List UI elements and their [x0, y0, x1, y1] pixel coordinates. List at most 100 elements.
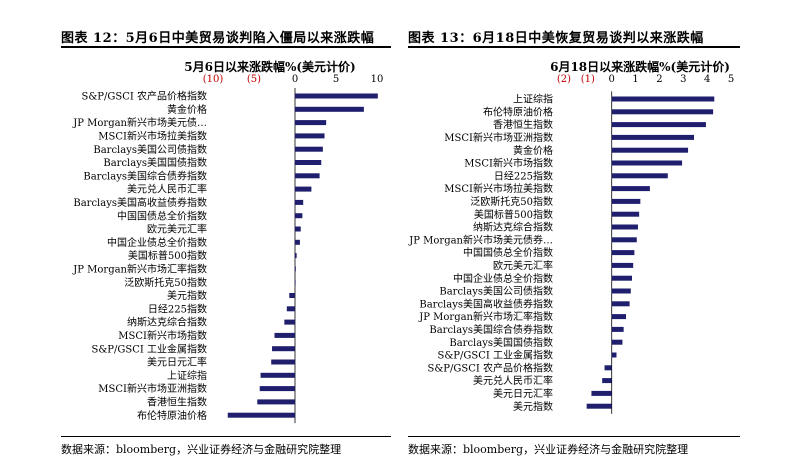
- c13-category-label: S&P/GSCI 工业金属指数: [438, 349, 553, 362]
- c12-category-label: 中国企业债总全价指数: [107, 236, 207, 249]
- c13-tick-label: 4: [704, 74, 710, 85]
- c12-category-label: 欧元美元汇率: [147, 223, 207, 236]
- c12-bar: [257, 399, 295, 405]
- c12-bar: [295, 146, 323, 152]
- c13-category-label: 香港恒生指数: [493, 118, 553, 131]
- c13-category-label: S&P/GSCI 农产品价格指数: [428, 361, 553, 374]
- c13-bar: [611, 198, 641, 204]
- chart-13-jun18: 6月18日以来涨跌幅%(美元计价)(2) (1) 0 1 2 3 4 5 上证综指布伦特原油价格…: [408, 59, 734, 414]
- c12-category-label: 美国标普500指数: [128, 249, 207, 262]
- c13-bar: [611, 186, 650, 192]
- c13-bar: [591, 390, 612, 396]
- c13-category-label: 欧元美元汇率: [493, 259, 553, 272]
- c12-bar: [289, 293, 295, 298]
- c12-bar: [295, 266, 296, 272]
- c13-category-label: 美元兑人民币汇率: [473, 374, 553, 387]
- c12-bar: [295, 133, 325, 139]
- c12-bar: [274, 332, 295, 338]
- c12-category-label: 黄金价格: [167, 103, 207, 116]
- c12-category-label: S&P/GSCI 工业金属指数: [92, 342, 207, 355]
- chart-12-top-rule: [61, 46, 391, 48]
- c13-tick-label: 2: [656, 74, 662, 85]
- c13-bar: [611, 173, 668, 179]
- c12-bar: [295, 120, 327, 126]
- c12-category-label: 中国国债总全价指数: [117, 209, 207, 222]
- c13-category-label: 美元日元汇率: [493, 387, 553, 400]
- c13-bar: [604, 365, 612, 371]
- c12-bar: [295, 239, 300, 245]
- c13-tick-label: 3: [680, 74, 686, 85]
- c13-bar: [586, 403, 612, 409]
- c12-category-label: 日经225指数: [148, 302, 207, 315]
- c13-category-label: 美国标普500指数: [474, 208, 553, 221]
- c13-category-label: Barclays美国公司债指数: [439, 285, 553, 298]
- c12-bar: [295, 253, 297, 259]
- chart-13-top-rule: [408, 46, 740, 48]
- c13-bar: [611, 237, 637, 243]
- c13-bar: [611, 122, 706, 128]
- c13-category-label: JP Morgan新兴市场汇率指数: [418, 310, 553, 323]
- c12-chart-title: 5月6日以来涨跌幅%(美元计价): [184, 59, 355, 74]
- c13-tick-label: 1: [632, 74, 638, 85]
- c12-category-label: 上证综指: [167, 369, 207, 382]
- c12-bar: [295, 226, 301, 232]
- c12-tick-label: 0: [292, 74, 298, 85]
- c12-tick-label: 10: [371, 74, 384, 85]
- c12-category-label: 布伦特原油价格: [137, 409, 207, 422]
- c13-bar: [611, 109, 714, 115]
- c13-tick-label: (1): [581, 74, 595, 85]
- chart-13-source-note: 数据来源：bloomberg，兴业证券经济与金融研究院整理: [408, 443, 689, 456]
- c13-bar: [611, 224, 638, 230]
- c12-category-label: 美元兑人民币汇率: [127, 183, 207, 196]
- c13-bar: [611, 275, 632, 281]
- c13-tick-label: (2): [557, 74, 571, 85]
- c13-category-label: Barclays美国国债指数: [449, 336, 553, 349]
- c12-category-label: Barclays美国公司债指数: [93, 143, 207, 156]
- c12-bar: [295, 160, 322, 165]
- c12-bar: [295, 186, 312, 192]
- c13-category-label: JP Morgan新兴市场美元债券…: [408, 233, 553, 246]
- c13-bar: [611, 314, 627, 320]
- c13-bar: [611, 96, 715, 102]
- c12-category-label: Barclays美国国债指数: [103, 156, 207, 169]
- c12-category-label: Barclays美国高收益债券指数: [73, 196, 207, 209]
- c13-bar: [602, 378, 612, 384]
- c13-category-label: Barclays美国综合债券指数: [429, 323, 553, 336]
- c13-bar: [611, 262, 634, 268]
- c12-category-label: Barclays美国综合债券指数: [83, 169, 207, 182]
- c13-bar: [611, 147, 689, 153]
- c13-tick-label: 5: [728, 74, 734, 85]
- c13-bar: [611, 352, 617, 358]
- chart-12-heading: 图表 12：5月6日中美贸易谈判陷入僵局以来涨跌幅: [61, 31, 375, 46]
- c13-category-label: 纳斯达克综合指数: [473, 221, 553, 234]
- c13-bar: [611, 134, 695, 140]
- c12-tick-label: (10): [203, 74, 224, 85]
- chart-13-bottom-rule: [408, 436, 740, 437]
- c13-category-label: 上证综指: [513, 93, 553, 106]
- c13-bar: [611, 250, 635, 256]
- c13-category-label: MSCI新兴市场拉美指数: [444, 182, 553, 195]
- c12-category-label: S&P/GSCI 农产品价格指数: [82, 90, 207, 103]
- c12-category-label: 香港恒生指数: [147, 396, 207, 409]
- c13-bar: [611, 326, 624, 332]
- c13-category-label: Barclays美国高收益债券指数: [419, 297, 553, 310]
- c12-category-label: 纳斯达克综合指数: [127, 316, 207, 329]
- c13-tick-label: 0: [609, 74, 615, 85]
- c13-bar: [611, 211, 640, 217]
- c13-bar: [611, 301, 630, 307]
- chart-12-source-note: 数据来源：bloomberg，兴业证券经济与金融研究院整理: [61, 443, 342, 456]
- c13-category-label: 美元指数: [513, 400, 553, 413]
- c12-bar: [227, 412, 295, 418]
- c12-tick-label: (5): [247, 74, 261, 85]
- chart-13-heading: 图表 13：6月18日中美恢复贸易谈判以来涨跌幅: [408, 31, 704, 46]
- c12-category-label: 美元日元汇率: [147, 356, 207, 369]
- c12-category-label: MSCI新兴市场指数: [118, 329, 207, 342]
- c13-category-label: 日经225指数: [494, 169, 553, 182]
- c12-category-label: MSCI新兴市场亚洲指数: [98, 382, 207, 395]
- c13-chart-title: 6月18日以来涨跌幅%(美元计价): [550, 59, 730, 74]
- c12-bar: [284, 319, 295, 325]
- c12-bar: [295, 173, 320, 179]
- c12-bar: [295, 106, 364, 112]
- c13-category-label: 中国国债总全价指数: [463, 246, 553, 259]
- c12-category-label: JP Morgan新兴市场汇率指数: [72, 263, 207, 276]
